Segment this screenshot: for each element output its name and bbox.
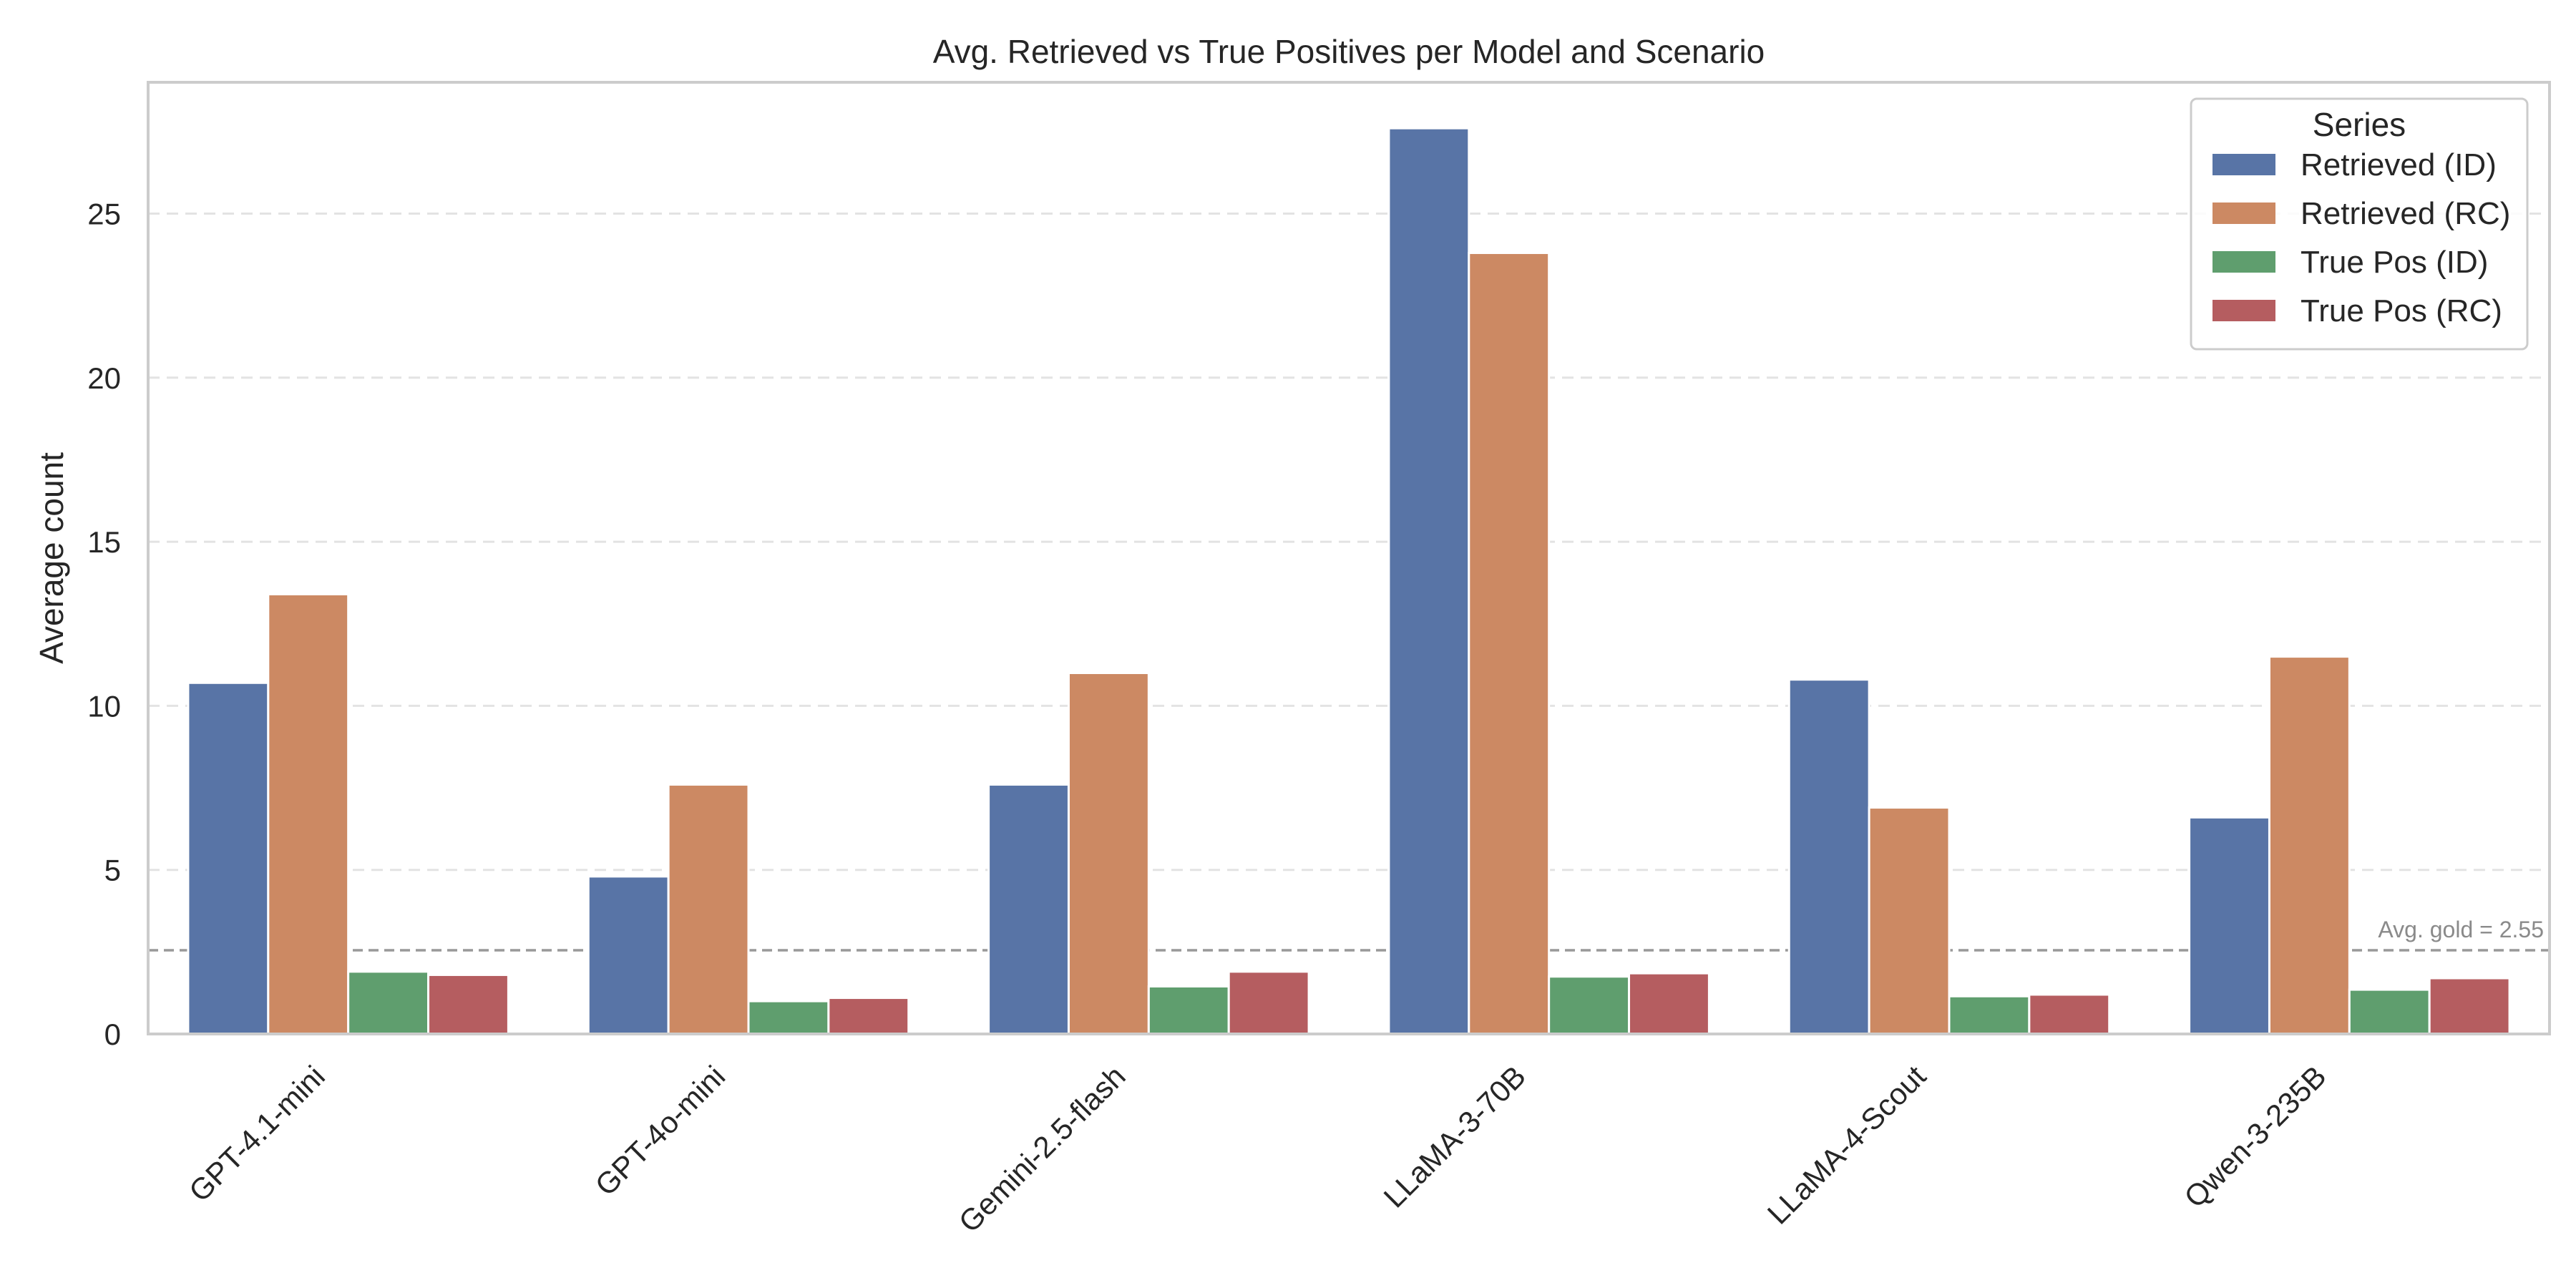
bars xyxy=(187,127,2511,1035)
bar-llama-3-70b-retrieved-id xyxy=(1387,127,1470,1035)
bar-qwen-3-235b-retrieved-rc xyxy=(2268,655,2351,1035)
legend-swatch-true-pos-id xyxy=(2212,251,2275,273)
bar-gemini-2-5-flash-retrieved-id xyxy=(987,783,1070,1035)
reference-line-label: Avg. gold = 2.55 xyxy=(2378,917,2544,942)
y-tick-label-15: 15 xyxy=(87,525,121,559)
legend-label-true-pos-id: True Pos (ID) xyxy=(2301,245,2488,280)
bar-gpt-4o-mini-retrieved-rc xyxy=(667,783,750,1035)
bar-gpt-4-1-mini-true-pos-rc xyxy=(427,973,509,1035)
legend-label-retrieved-rc: Retrieved (RC) xyxy=(2301,196,2510,231)
y-tick-label-25: 25 xyxy=(87,197,121,230)
bar-llama-4-scout-retrieved-id xyxy=(1787,678,1870,1035)
y-tick-labels: 0 5 10 15 20 25 xyxy=(87,197,121,1051)
bar-llama-3-70b-true-pos-id xyxy=(1548,975,1631,1035)
bar-gpt-4o-mini-retrieved-id xyxy=(587,875,670,1035)
bar-gemini-2-5-flash-retrieved-rc xyxy=(1067,672,1150,1035)
y-axis-label: Average count xyxy=(33,452,70,664)
bar-gpt-4-1-mini-retrieved-id xyxy=(187,681,270,1035)
legend-swatch-true-pos-rc xyxy=(2212,300,2275,321)
bar-gemini-2-5-flash-true-pos-rc xyxy=(1227,970,1310,1035)
legend-label-retrieved-id: Retrieved (ID) xyxy=(2301,147,2497,182)
bar-gpt-4-1-mini-true-pos-id xyxy=(347,970,430,1035)
legend-swatch-retrieved-id xyxy=(2212,154,2275,175)
legend-label-true-pos-rc: True Pos (RC) xyxy=(2301,293,2502,328)
y-tick-label-0: 0 xyxy=(104,1018,121,1051)
bar-gpt-4o-mini-true-pos-rc xyxy=(827,997,910,1035)
legend-items: Retrieved (ID) Retrieved (RC) True Pos (ID… xyxy=(2212,147,2510,328)
bar-qwen-3-235b-retrieved-id xyxy=(2188,816,2270,1035)
bar-llama-4-scout-retrieved-rc xyxy=(1868,806,1951,1035)
bar-gpt-4o-mini-true-pos-id xyxy=(747,1000,830,1035)
legend: Series Retrieved (ID) Retrieved (RC) True … xyxy=(2190,97,2529,351)
plot-frame xyxy=(147,81,2551,1035)
reference-line-group: Avg. gold = 2.55 xyxy=(148,917,2550,952)
bar-llama-4-scout-true-pos-id xyxy=(1948,995,2031,1035)
y-tick-label-10: 10 xyxy=(87,689,121,723)
bar-llama-3-70b-true-pos-rc xyxy=(1628,972,1710,1035)
legend-swatch-retrieved-rc xyxy=(2212,203,2275,224)
legend-title: Series xyxy=(2313,106,2406,143)
bar-gemini-2-5-flash-true-pos-id xyxy=(1147,985,1230,1035)
y-tick-label-5: 5 xyxy=(104,854,121,887)
bar-llama-3-70b-retrieved-rc xyxy=(1468,251,1551,1035)
chart-title: Avg. Retrieved vs True Positives per Mod… xyxy=(933,33,1765,70)
gridlines xyxy=(148,212,2550,872)
bar-qwen-3-235b-true-pos-id xyxy=(2348,988,2431,1035)
bar-llama-4-scout-true-pos-rc xyxy=(2028,993,2111,1035)
y-tick-label-20: 20 xyxy=(87,361,121,395)
bar-qwen-3-235b-true-pos-rc xyxy=(2428,977,2511,1035)
bar-gpt-4-1-mini-retrieved-rc xyxy=(267,592,350,1035)
